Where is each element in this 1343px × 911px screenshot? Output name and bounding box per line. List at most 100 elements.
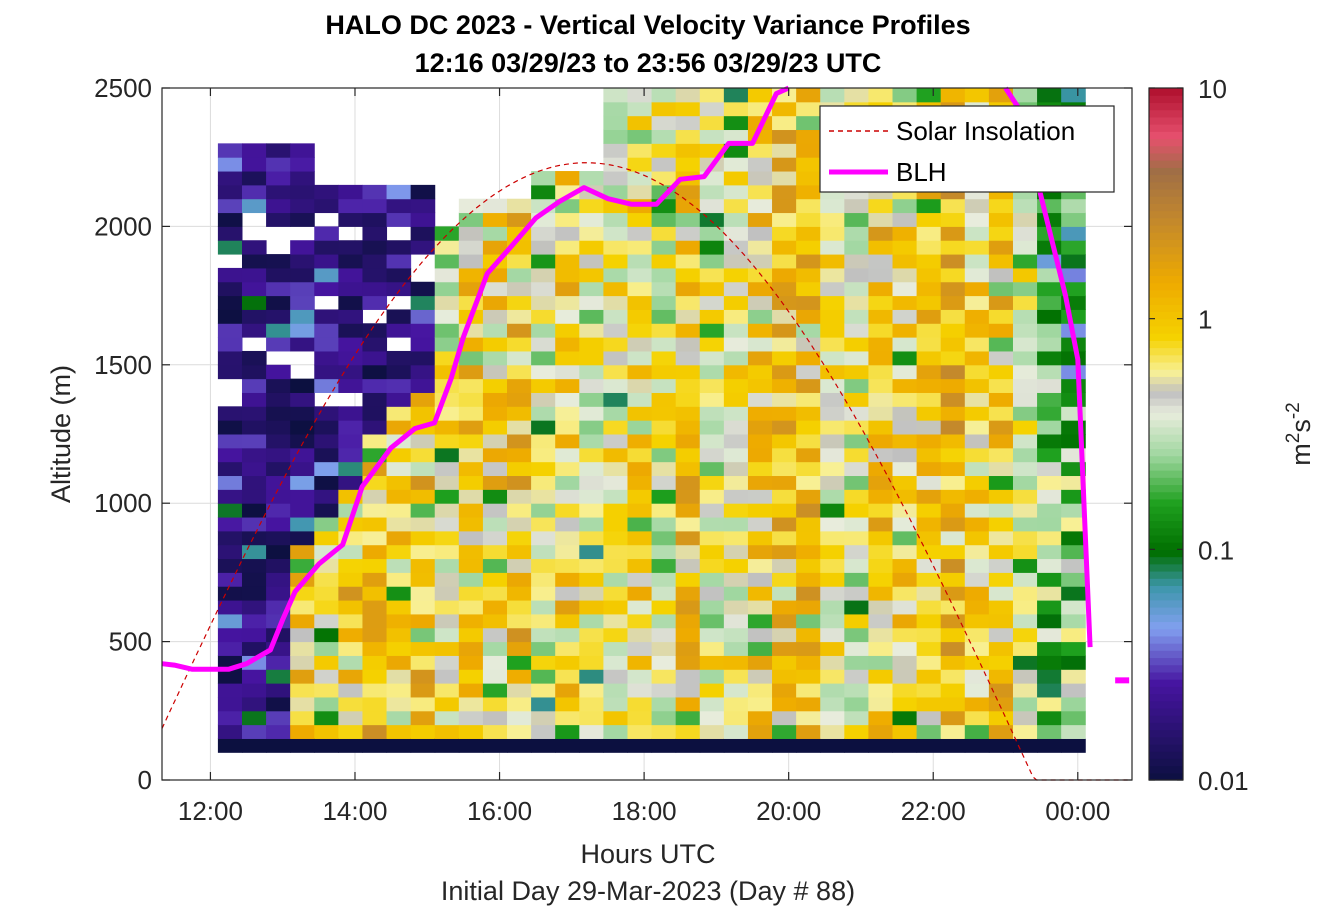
heatmap-cell xyxy=(772,517,797,532)
heatmap-cell xyxy=(675,129,701,144)
heatmap-cell xyxy=(290,738,315,753)
heatmap-cell xyxy=(314,337,339,352)
heatmap-cell xyxy=(868,350,894,366)
heatmap-cell xyxy=(940,392,966,407)
heatmap-cell xyxy=(868,558,894,573)
heatmap-cell xyxy=(290,558,315,573)
heatmap-cell xyxy=(362,738,388,753)
heatmap-cell xyxy=(603,171,628,186)
heatmap-cell xyxy=(916,503,942,518)
heatmap-cell xyxy=(916,350,942,366)
heatmap-cell xyxy=(290,683,315,698)
heatmap-cell xyxy=(434,337,460,352)
heatmap-cell xyxy=(675,517,701,532)
heatmap-cell xyxy=(458,669,484,684)
heatmap-cell xyxy=(531,392,556,407)
heatmap-cell xyxy=(1012,724,1038,739)
heatmap-cell xyxy=(338,295,363,310)
heatmap-cell xyxy=(699,392,725,407)
heatmap-cell xyxy=(241,406,267,421)
heatmap-cell xyxy=(555,212,580,227)
heatmap-cell xyxy=(507,461,532,477)
heatmap-cell xyxy=(507,600,532,615)
heatmap-cell xyxy=(964,724,990,739)
colorbar-segment xyxy=(1149,715,1183,723)
heatmap-cell xyxy=(675,434,701,449)
heatmap-cell xyxy=(747,503,773,518)
heatmap-cell xyxy=(651,295,677,310)
heatmap-cell xyxy=(241,600,267,615)
heatmap-cell xyxy=(314,267,339,283)
heatmap-cell xyxy=(627,447,653,463)
heatmap-cell xyxy=(868,406,894,421)
heatmap-cell xyxy=(651,641,677,656)
heatmap-cell xyxy=(772,392,797,407)
heatmap-cell xyxy=(747,517,773,532)
heatmap-cell xyxy=(627,129,653,144)
colorbar-label: m2s-2 xyxy=(1283,402,1316,465)
heatmap-cell xyxy=(434,696,460,712)
heatmap-cell xyxy=(555,627,580,643)
heatmap-cell xyxy=(1061,475,1086,490)
heatmap-cell xyxy=(362,420,388,435)
heatmap-cell xyxy=(820,406,845,421)
colorbar-segment xyxy=(1149,772,1183,781)
heatmap-cell xyxy=(555,295,580,310)
heatmap-cell xyxy=(555,254,580,269)
heatmap-cell xyxy=(747,572,773,587)
heatmap-cell xyxy=(362,434,388,449)
heatmap-cell xyxy=(868,724,894,739)
heatmap-cell xyxy=(772,420,797,435)
y-tick-label: 2000 xyxy=(94,211,152,241)
heatmap-cell xyxy=(940,309,966,324)
heatmap-cell xyxy=(555,544,580,560)
heatmap-cell xyxy=(892,600,918,615)
heatmap-cell xyxy=(820,461,845,477)
heatmap-cell xyxy=(868,710,894,726)
heatmap-cell xyxy=(603,544,628,560)
heatmap-cell xyxy=(217,434,243,449)
heatmap-cell xyxy=(290,641,315,656)
heatmap-cell xyxy=(988,530,1014,546)
heatmap-cell xyxy=(699,447,725,463)
heatmap-cell xyxy=(868,267,894,283)
heatmap-cell xyxy=(820,669,845,684)
heatmap-cell xyxy=(892,544,918,560)
heatmap-cell xyxy=(796,641,821,656)
colorbar-segment xyxy=(1149,462,1183,471)
heatmap-cell xyxy=(338,669,363,684)
colorbar-segment xyxy=(1149,635,1183,644)
heatmap-cell xyxy=(651,600,677,615)
heatmap-cell xyxy=(531,558,556,573)
heatmap-cell xyxy=(290,544,315,560)
heatmap-cell xyxy=(699,530,725,546)
heatmap-cell xyxy=(651,724,677,739)
heatmap-cell xyxy=(362,364,388,380)
heatmap-cell xyxy=(482,503,508,518)
heatmap-cell xyxy=(820,88,845,103)
heatmap-cell xyxy=(723,461,749,477)
heatmap-cell xyxy=(868,600,894,615)
heatmap-cell xyxy=(290,392,315,407)
colorbar-segment xyxy=(1149,196,1183,204)
heatmap-cell xyxy=(410,198,436,214)
heatmap-cell xyxy=(796,101,821,117)
heatmap-cell xyxy=(796,88,821,103)
heatmap-cell xyxy=(290,267,315,283)
heatmap-cell xyxy=(699,378,725,393)
heatmap-cell xyxy=(627,558,653,573)
heatmap-cell xyxy=(892,627,918,643)
colorbar-segment xyxy=(1149,585,1183,594)
heatmap-cell xyxy=(579,627,604,643)
heatmap-cell xyxy=(747,489,773,504)
heatmap-cell xyxy=(868,696,894,712)
heatmap-cell xyxy=(1037,323,1062,338)
heatmap-cell xyxy=(410,489,436,504)
heatmap-cell xyxy=(892,475,918,490)
heatmap-cell xyxy=(362,295,388,310)
heatmap-cell xyxy=(627,184,653,200)
heatmap-cell xyxy=(290,600,315,615)
heatmap-cell xyxy=(410,378,436,393)
heatmap-cell xyxy=(362,489,388,504)
heatmap-cell xyxy=(241,198,267,214)
